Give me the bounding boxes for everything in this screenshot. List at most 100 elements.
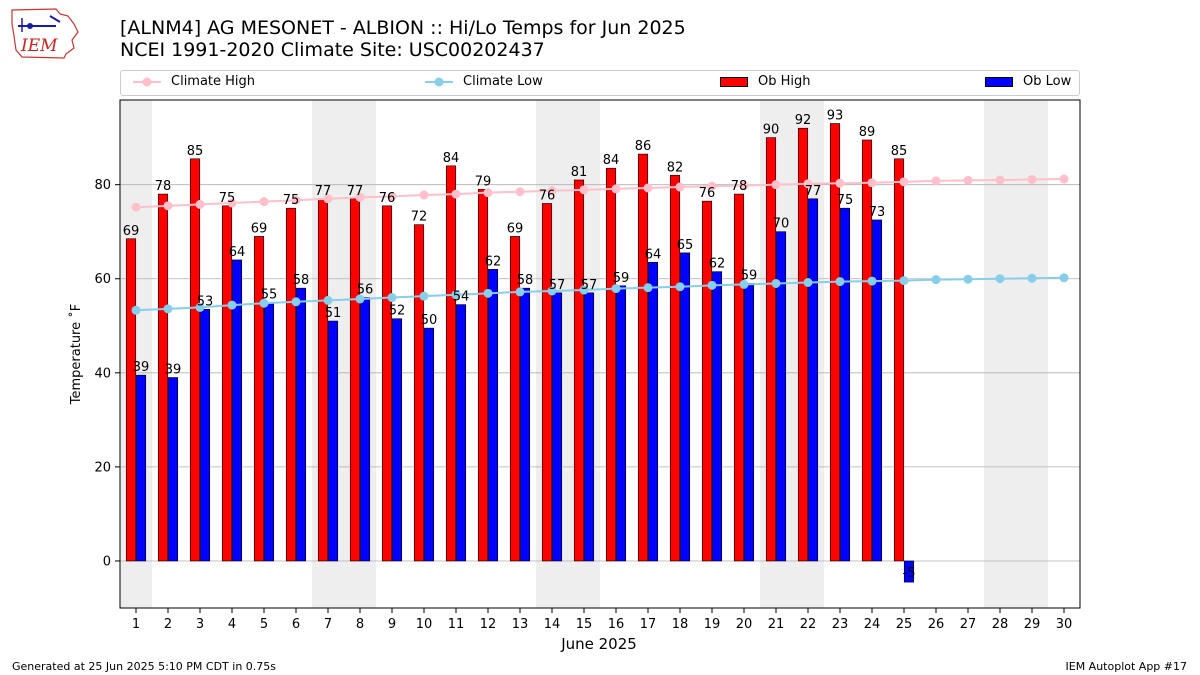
- climate-low-point: [1059, 273, 1069, 283]
- ob-high-bar: [445, 165, 457, 562]
- climate-high-point: [1059, 174, 1069, 184]
- legend-climate-high: Climate High: [133, 74, 255, 89]
- ob-high-label: 84: [603, 153, 620, 168]
- ob-low-bar: [679, 252, 691, 562]
- xtick-label: 8: [356, 617, 364, 632]
- shade-day-15: [568, 100, 600, 608]
- logo-text: IEM: [20, 36, 58, 56]
- bars: [125, 123, 915, 583]
- ob-high-label: 81: [571, 165, 588, 180]
- xtick-label: 6: [292, 617, 300, 632]
- xtick-label: 7: [324, 617, 332, 632]
- ob-high-bar: [125, 238, 137, 562]
- climate-low-point: [963, 274, 973, 284]
- climate-low-point: [131, 305, 141, 315]
- ob-low-label: 56: [357, 283, 374, 298]
- climate-low-point: [227, 300, 237, 310]
- climate-low-point: [739, 279, 749, 289]
- climate-high-point: [739, 181, 749, 191]
- climate-low-point: [867, 276, 877, 286]
- climate-low-point: [1027, 273, 1037, 283]
- ob-low-bar: [647, 261, 659, 562]
- xtick-label: 30: [1056, 617, 1073, 632]
- xtick-label: 26: [928, 617, 945, 632]
- climate-high-point: [515, 187, 525, 197]
- ob-high-bar: [573, 179, 585, 562]
- ob-low-bar: [295, 287, 307, 562]
- climate-high-point: [163, 201, 173, 211]
- ob-high-bar: [733, 193, 745, 562]
- ob-low-bar: [871, 219, 883, 562]
- xtick-label: 3: [196, 617, 204, 632]
- climate-low-point: [195, 302, 205, 312]
- ob-low-bar: [455, 304, 467, 562]
- legend: Climate High Climate Low Ob High Ob Low: [120, 70, 1080, 96]
- ob-low-label: 59: [613, 271, 630, 286]
- climate-low-point: [355, 294, 365, 304]
- ob-high-bar: [285, 207, 297, 562]
- ob-low-label: 54: [453, 290, 470, 305]
- ob-high-label: 82: [667, 160, 684, 175]
- climate-low-point: [707, 280, 717, 290]
- climate-high-point: [547, 186, 557, 196]
- ob-low-bar: [487, 269, 499, 562]
- chart-title: [ALNM4] AG MESONET - ALBION :: Hi/Lo Tem…: [120, 17, 686, 39]
- climate-low-point: [995, 274, 1005, 284]
- ob-high-label: 84: [443, 151, 460, 166]
- climate-high-point: [611, 184, 621, 194]
- xtick-label: 27: [960, 617, 977, 632]
- ytick-label: 80: [94, 178, 111, 193]
- xtick-label: 11: [448, 617, 465, 632]
- ob-high-label: 69: [123, 224, 140, 239]
- ob-high-bar: [829, 123, 841, 562]
- ob-low-label: 59: [741, 268, 758, 283]
- climate-low-point: [515, 287, 525, 297]
- ob-low-bar: [583, 292, 595, 562]
- ob-low-bar: [263, 301, 275, 562]
- ob-low-bar: [135, 374, 147, 562]
- climate-low-point: [643, 283, 653, 293]
- y-axis-label: Temperature ˚F: [68, 304, 84, 405]
- ob-high-bar: [797, 127, 809, 562]
- ob-high-bar: [605, 167, 617, 562]
- xtick-label: 18: [672, 617, 689, 632]
- ob-high-label: 77: [315, 184, 332, 199]
- climate-high-point: [131, 202, 141, 212]
- climate-high-point: [707, 181, 717, 191]
- ob-low-bar: [615, 285, 627, 562]
- shade-day-14: [536, 100, 568, 608]
- ob-low-bar: [199, 309, 211, 562]
- ob-low-label: 77: [805, 184, 822, 199]
- climate-high-point: [227, 198, 237, 208]
- ob-low-label: 75: [837, 193, 854, 208]
- ob-high-label: 93: [827, 109, 844, 124]
- shade-day-22: [792, 100, 824, 608]
- ob-low-label: 64: [645, 247, 662, 262]
- ytick-label: 60: [94, 272, 111, 287]
- ob-low-bar: [711, 271, 723, 562]
- climate-high-point: [835, 178, 845, 188]
- ob-low-label: 55: [261, 287, 278, 302]
- ob-high-bar: [669, 174, 681, 562]
- xtick-label: 16: [608, 617, 625, 632]
- ytick-label: 40: [94, 366, 111, 381]
- climate-low-point: [547, 286, 557, 296]
- ob-low-label: 53: [197, 294, 214, 309]
- bar-labels: 69 78 85 75 69 75 77 77 76 72 84 79 69 76 81 84 86 82 76 78…: [123, 109, 916, 581]
- ob-high-label: 69: [251, 221, 268, 236]
- legend-ob-high: Ob High: [720, 74, 811, 89]
- shade-day-1: [120, 100, 152, 608]
- ytick-label: 0: [103, 554, 111, 569]
- climate-high-point: [995, 175, 1005, 185]
- ob-high-label: 85: [187, 144, 204, 159]
- legend-ob-high-label: Ob High: [758, 74, 811, 89]
- climate-high-point: [259, 197, 269, 207]
- legend-climate-low-swatch: [425, 77, 453, 86]
- ob-low-bar: [167, 377, 179, 562]
- ob-high-bar: [477, 189, 489, 562]
- ob-low-label: 50: [421, 313, 438, 328]
- climate-high-point: [899, 177, 909, 187]
- ob-high-label: 75: [283, 193, 300, 208]
- xtick-label: 14: [544, 617, 561, 632]
